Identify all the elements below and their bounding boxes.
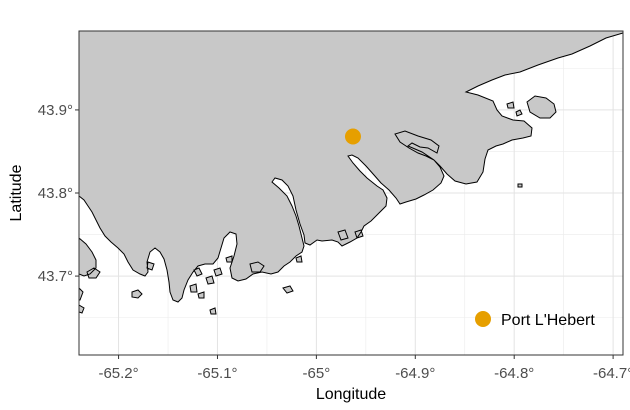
y-tick-label: 43.9° [38,102,73,119]
data-points [344,128,361,145]
y-axis-tick-labels: 43.7° 43.8° 43.9° [38,102,73,285]
point-port-lhebert [344,128,361,145]
x-tick-label: -65° [303,365,331,382]
x-tick-label: -64.7° [593,365,630,382]
x-tick-label: -64.9° [395,365,435,382]
x-tick-label: -64.8° [494,365,534,382]
x-axis-tick-labels: -65.2° -65.1° -65° -64.9° -64.8° -64.7° [98,365,630,382]
x-axis-title: Longitude [316,386,386,403]
x-tick-label: -65.2° [98,365,138,382]
map-layer [79,31,623,315]
y-tick-label: 43.7° [38,268,73,285]
legend: Port L'Hebert [475,311,595,329]
legend-label-port-lhebert: Port L'Hebert [501,312,595,329]
x-tick-label: -65.1° [197,365,237,382]
legend-key-port-lhebert [475,311,491,327]
y-tick-label: 43.8° [38,185,73,202]
axis-ticks [75,109,614,359]
y-axis-title: Latitude [8,164,25,221]
land-mass [79,31,623,315]
